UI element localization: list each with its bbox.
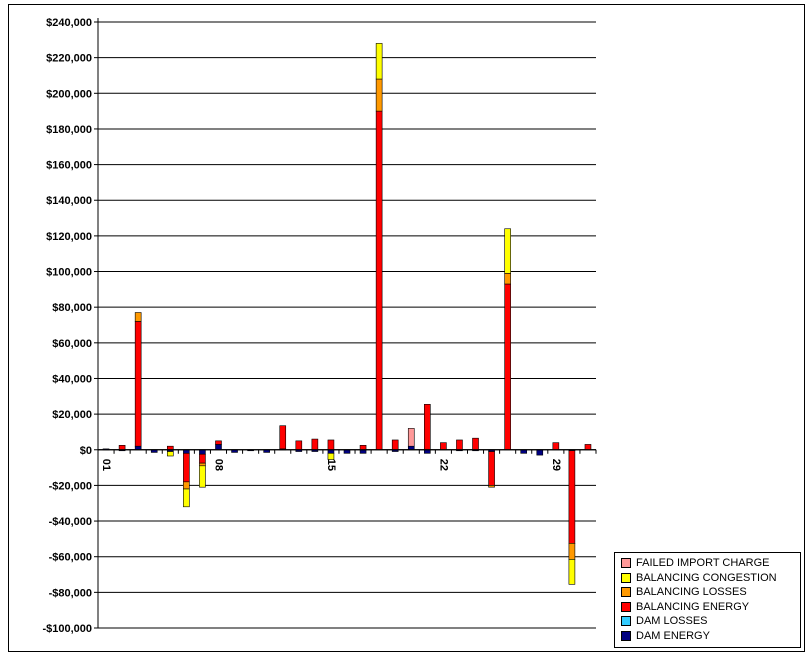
bar-segment bbox=[166, 451, 174, 457]
bar-segment bbox=[568, 543, 576, 560]
legend-swatch bbox=[621, 630, 631, 641]
bar-segment bbox=[391, 439, 399, 451]
legend-label: DAM LOSSES bbox=[636, 615, 708, 628]
bar-segment bbox=[552, 442, 560, 451]
bar-segment bbox=[359, 445, 367, 451]
axes bbox=[94, 18, 597, 629]
bar-segment bbox=[215, 440, 222, 445]
x-tick-labels: 01 08 15 22 29 bbox=[100, 459, 562, 471]
bar-segment bbox=[327, 439, 335, 451]
x-tick-label: 22 bbox=[437, 459, 449, 471]
bar-segment bbox=[311, 438, 319, 451]
y-tick-label: $100,000 bbox=[46, 267, 92, 279]
x-tick-label: 15 bbox=[325, 459, 337, 471]
bar-segment bbox=[504, 273, 511, 285]
bar-segment bbox=[504, 228, 511, 274]
bar-segment bbox=[488, 451, 495, 486]
legend-item-dam-energy: DAM ENERGY bbox=[621, 629, 800, 644]
legend-item-failed-import-charge: FAILED IMPORT CHARGE bbox=[621, 556, 800, 571]
legend-label: BALANCING ENERGY bbox=[636, 600, 750, 613]
bar-segment bbox=[199, 462, 206, 467]
y-tick-label: $200,000 bbox=[46, 88, 92, 100]
bar-segment bbox=[472, 437, 479, 451]
y-tick-labels: $240,000 $220,000 $200,000 $180,000 $160,000… bbox=[42, 17, 92, 635]
y-tick-label: $0 bbox=[80, 445, 92, 457]
legend-swatch bbox=[621, 572, 631, 583]
y-tick-label: -$40,000 bbox=[49, 516, 92, 528]
y-tick-label: $140,000 bbox=[46, 195, 92, 207]
y-tick-label: -$80,000 bbox=[49, 587, 92, 599]
bar-segment bbox=[584, 444, 592, 451]
gridlines bbox=[98, 21, 596, 629]
y-tick-label: $180,000 bbox=[46, 124, 92, 136]
bar-segment bbox=[183, 453, 190, 483]
legend-swatch bbox=[621, 616, 631, 627]
legend-label: BALANCING CONGESTION bbox=[636, 571, 777, 584]
y-tick-label: $60,000 bbox=[52, 338, 92, 350]
bar-segment bbox=[183, 488, 190, 508]
y-tick-label: $80,000 bbox=[52, 302, 92, 314]
x-tick-label: 08 bbox=[213, 459, 225, 471]
legend-label: BALANCING LOSSES bbox=[636, 586, 747, 599]
y-tick-label: $160,000 bbox=[46, 160, 92, 172]
bar-segment bbox=[407, 428, 415, 447]
legend-item-dam-losses: DAM LOSSES bbox=[621, 614, 800, 629]
bar-segment bbox=[199, 449, 206, 455]
bar-segment bbox=[424, 404, 431, 451]
legend-label: FAILED IMPORT CHARGE bbox=[636, 557, 770, 570]
legend-swatch bbox=[621, 558, 631, 569]
bar-segment bbox=[215, 444, 222, 451]
bar-segment bbox=[536, 449, 544, 456]
bar-segment bbox=[279, 425, 287, 450]
bar-segment bbox=[295, 440, 303, 451]
x-tick-label: 29 bbox=[550, 459, 562, 471]
legend-item-balancing-energy: BALANCING ENERGY bbox=[621, 600, 800, 615]
y-tick-label: $220,000 bbox=[46, 53, 92, 65]
y-tick-label: $240,000 bbox=[46, 17, 92, 29]
bar-segment bbox=[488, 485, 495, 488]
y-tick-label: -$100,000 bbox=[42, 623, 92, 635]
bar-segment bbox=[375, 78, 383, 112]
legend-swatch bbox=[621, 601, 631, 612]
bar-segment bbox=[568, 559, 576, 585]
legend-item-balancing-congestion: BALANCING CONGESTION bbox=[621, 571, 800, 586]
bar-segment bbox=[183, 481, 190, 490]
bar-segment bbox=[327, 453, 335, 460]
bar-segment bbox=[375, 43, 383, 80]
y-tick-label: -$60,000 bbox=[49, 552, 92, 564]
bar-segment bbox=[199, 465, 206, 488]
legend-item-balancing-losses: BALANCING LOSSES bbox=[621, 585, 800, 600]
bars bbox=[102, 43, 592, 585]
legend: FAILED IMPORT CHARGE BALANCING CONGESTIO… bbox=[614, 552, 801, 648]
bar-segment bbox=[134, 312, 142, 322]
legend-swatch bbox=[621, 587, 631, 598]
y-tick-label: $20,000 bbox=[52, 409, 92, 421]
bar-segment bbox=[134, 321, 142, 447]
y-tick-label: -$20,000 bbox=[49, 480, 92, 492]
y-tick-label: $120,000 bbox=[46, 231, 92, 243]
bar-segment bbox=[199, 453, 206, 464]
x-tick-label: 01 bbox=[100, 459, 112, 471]
bar-segment bbox=[456, 439, 463, 451]
bar-segment bbox=[504, 283, 511, 451]
legend-label: DAM ENERGY bbox=[636, 629, 710, 642]
bar-segment bbox=[375, 110, 383, 451]
bar-segment bbox=[118, 445, 126, 451]
y-tick-label: $40,000 bbox=[52, 373, 92, 385]
bar-segment bbox=[440, 442, 447, 451]
bar-segment bbox=[568, 450, 576, 544]
